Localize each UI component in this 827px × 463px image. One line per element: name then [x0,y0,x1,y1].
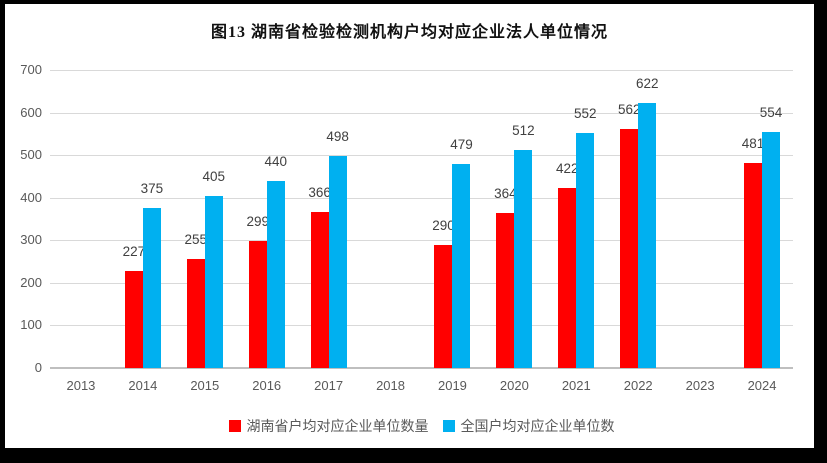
bar-value-label: 552 [574,106,597,121]
bar-national-avg-enterprises [638,103,657,368]
bar-national-avg-enterprises [452,164,471,368]
bar-hunan-avg-enterprises [558,188,577,368]
bar-national-avg-enterprises [762,132,781,368]
bar-national-avg-enterprises [266,180,285,368]
x-axis-tick-label: 2017 [314,378,344,393]
y-axis-tick-label: 100 [20,317,42,333]
gridline [50,197,793,199]
y-axis-tick-label: 700 [20,62,42,77]
chart-title: 图13 湖南省检验检测机构户均对应企业法人单位情况 [210,24,608,41]
bar-value-label: 422 [556,161,579,177]
bar-national-avg-enterprises [514,150,533,368]
y-axis-tick-label: 400 [20,189,42,205]
legend-label: 湖南省户均对应企业单位数量 [246,418,429,434]
y-axis-tick-label: 200 [20,274,42,290]
x-axis-tick-label: 2015 [190,378,220,393]
bar-value-label: 512 [512,123,535,139]
bar-value-label: 479 [450,137,473,153]
x-axis-tick-label: 2022 [623,378,653,393]
bar-value-label: 366 [308,185,331,201]
gridline [50,325,793,327]
bar-value-label: 622 [635,76,659,92]
bar-value-label: 227 [122,244,146,260]
bar-national-avg-enterprises [576,133,595,368]
gridline [50,70,793,71]
x-axis-tick-label: 2019 [437,378,467,393]
bar-national-avg-enterprises [204,195,223,368]
gridline [50,155,793,157]
legend-marker-icon [228,420,241,432]
bar-hunan-avg-enterprises [620,128,639,368]
gridline [50,282,793,284]
y-axis-tick-label: 600 [20,104,42,120]
bar-hunan-avg-enterprises [310,212,329,368]
x-axis-tick-label: 2016 [252,378,282,393]
bar-value-label: 405 [202,168,226,184]
gridline [50,112,793,114]
bar-hunan-avg-enterprises [744,163,763,368]
bar-value-label: 255 [184,232,208,248]
x-axis-tick-label: 2014 [128,378,158,393]
legend-label: 全国户均对应企业单位数 [460,418,615,434]
bar-hunan-avg-enterprises [186,259,205,368]
bar-value-label: 498 [326,128,349,144]
bar-value-label: 290 [432,217,455,233]
bar-value-label: 562 [617,101,641,117]
bar-national-avg-enterprises [142,208,161,368]
x-axis-tick-label: 2020 [499,378,529,393]
y-axis-tick-label: 300 [20,232,42,248]
x-axis-tick-label: 2023 [685,378,715,393]
bar-value-label: 299 [246,213,269,229]
bar-hunan-avg-enterprises [124,271,143,368]
legend-marker-icon [442,420,455,432]
bar-hunan-avg-enterprises [248,240,267,368]
bar-value-label: 364 [494,186,517,202]
gridline [50,240,793,242]
x-axis-tick-label: 2013 [66,378,96,393]
bar-value-label: 554 [759,105,783,121]
y-axis-tick-label: 500 [20,147,42,163]
bar-value-label: 440 [264,153,287,169]
y-axis-tick-label: 0 [34,360,42,375]
legend-item-national-avg-enterprises: 全国户均对应企业单位数 [442,416,615,436]
x-axis-tick-label: 2024 [747,378,777,393]
bar-hunan-avg-enterprises [434,244,453,368]
bar-value-label: 481 [741,136,765,152]
chart-panel: 图13 湖南省检验检测机构户均对应企业法人单位情况 湖南省户均对应企业单位数量 全… [5,4,814,448]
bar-national-avg-enterprises [328,155,347,368]
bar-value-label: 375 [140,181,164,197]
x-axis-tick-label: 2018 [376,378,405,393]
legend: 湖南省户均对应企业单位数量 全国户均对应企业单位数 [50,416,793,436]
x-axis-tick-label: 2021 [561,378,591,393]
bar-hunan-avg-enterprises [496,213,515,368]
gridline [50,367,793,369]
legend-item-hunan-avg-enterprises: 湖南省户均对应企业单位数量 [228,416,429,436]
